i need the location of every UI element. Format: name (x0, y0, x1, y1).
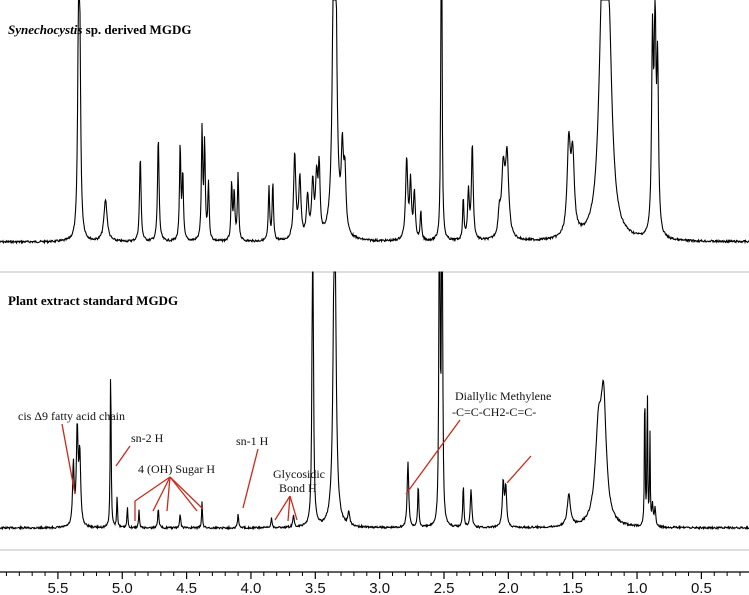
annotation-sn2-pointer (115, 445, 131, 467)
x-tick-label: 2.0 (498, 580, 519, 595)
annotation-sugar-pointer (166, 476, 171, 512)
x-tick-label: 5.0 (112, 580, 133, 595)
annotation-sn1-label: sn-1 H (236, 434, 269, 448)
annotation-sugar-pointer (169, 476, 204, 510)
annotation-diallylic-pointer (506, 455, 532, 484)
spectrum-traces (0, 0, 749, 531)
annotation-diallylic-formula: -C=C-CH2-C=C- (452, 405, 536, 419)
annotation-sugar-pointer (134, 476, 171, 502)
annotation-cis-pointer (61, 423, 76, 495)
bottom-spectrum-trace (0, 271, 749, 531)
annotation-sn1-pointer (242, 448, 259, 509)
x-tick-label: 3.0 (369, 580, 390, 595)
x-tick-label: 5.5 (47, 580, 68, 595)
annotation-glycosidic-label: Glycosidic (273, 467, 325, 481)
annotation-sn2-label: sn-2 H (131, 431, 164, 445)
top-panel-title-rest: sp. derived MGDG (82, 22, 191, 37)
annotation-cis-label: cis Δ9 fatty acid chain (18, 409, 125, 423)
annotation-glyco-pointer (274, 495, 291, 521)
annotation-sugar-pointer (152, 476, 171, 512)
annotation-glyco-pointer (287, 495, 291, 522)
top-spectrum-trace (0, 0, 749, 245)
annotation-sugar-label: 4 (OH) Sugar H (138, 462, 215, 476)
annotation-diallylic-pointer (405, 419, 461, 495)
x-axis-ticks: 5.5 5.0 4.5 4.0 3.5 3.0 2.5 2.0 1.5 1.0 0.5 (5, 572, 741, 595)
x-tick-label: 2.5 (434, 580, 455, 595)
x-tick-label: 1.0 (627, 580, 648, 595)
x-tick-label: 3.5 (305, 580, 326, 595)
bottom-panel-title: Plant extract standard MGDG (8, 293, 178, 308)
annotation-diallylic-label: Diallylic Methylene (455, 389, 551, 403)
x-tick-label: 0.5 (691, 580, 712, 595)
x-tick-label: 1.5 (562, 580, 583, 595)
top-panel-title: Synechocystis sp. derived MGDG (8, 22, 191, 37)
annotation-bond-label: Bond H (279, 481, 317, 495)
x-tick-label: 4.0 (241, 580, 262, 595)
top-panel-title-italic: Synechocystis (8, 22, 82, 37)
x-tick-label: 4.5 (176, 580, 197, 595)
annotation-glyco-pointer (289, 495, 298, 521)
annotation-pointers (61, 419, 532, 522)
annotation-sugar-pointer (169, 476, 198, 512)
